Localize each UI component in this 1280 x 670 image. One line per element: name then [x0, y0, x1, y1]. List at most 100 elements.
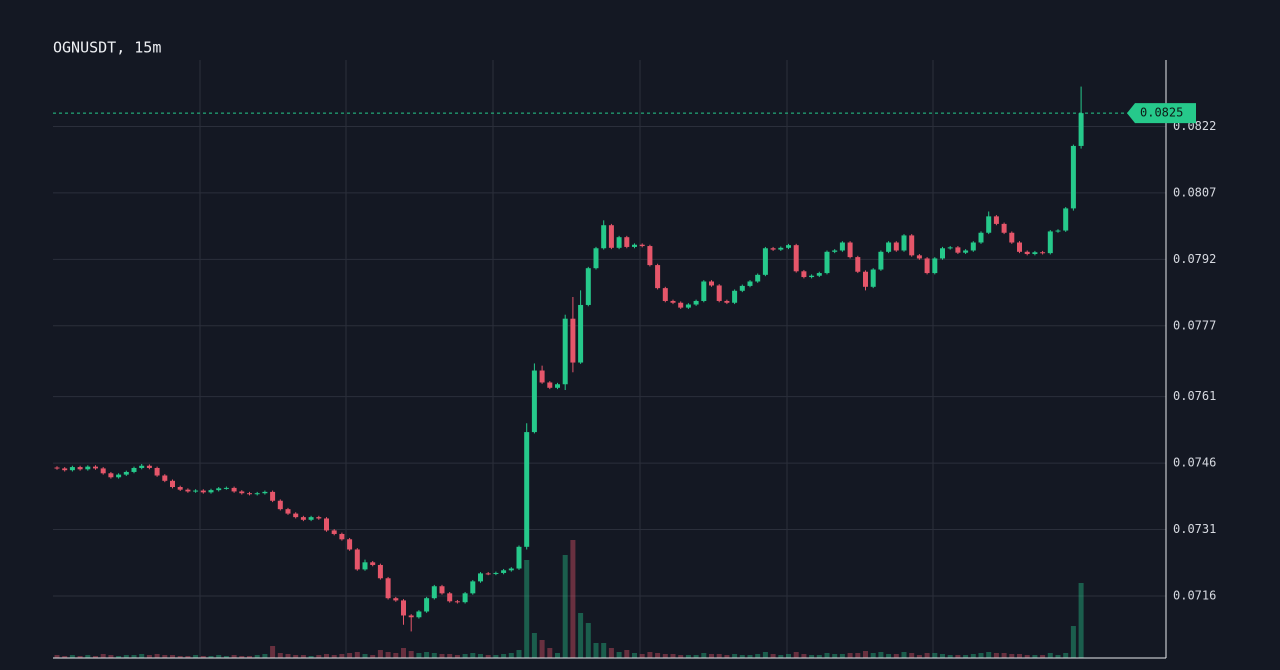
- volume-bar: [593, 643, 599, 658]
- candle-body: [732, 290, 738, 303]
- candle-body: [116, 474, 122, 478]
- volume-bar: [447, 654, 453, 658]
- candle-body: [701, 281, 707, 301]
- volume-bar: [809, 655, 815, 658]
- volume-bar: [454, 655, 460, 658]
- volume-bar: [1024, 655, 1030, 658]
- candle-body: [347, 539, 353, 550]
- candle-body: [1078, 113, 1084, 146]
- candle-body: [254, 493, 260, 495]
- volume-bar: [924, 653, 930, 658]
- candle-body: [539, 370, 545, 383]
- volume-bar: [693, 655, 699, 658]
- candle-body: [162, 475, 168, 481]
- volume-bar: [562, 555, 568, 658]
- candle-body: [285, 509, 291, 514]
- volume-bar: [878, 652, 884, 658]
- volume-bar: [647, 652, 653, 658]
- candle-body: [893, 242, 899, 251]
- y-tick-label: 0.0716: [1173, 588, 1216, 602]
- volume-bar: [54, 655, 60, 658]
- candle-body: [193, 490, 199, 492]
- volume-bar: [62, 656, 68, 658]
- volume-bar: [524, 560, 530, 658]
- candle-body: [993, 216, 999, 224]
- candle-body: [639, 244, 645, 247]
- volume-bar: [208, 656, 214, 658]
- candle-body: [832, 250, 838, 252]
- volume-bar: [293, 655, 299, 658]
- candle-body: [316, 517, 322, 519]
- candle-body: [339, 533, 345, 540]
- y-tick-label: 0.0807: [1173, 185, 1216, 199]
- candle-body: [208, 490, 214, 493]
- candle-body: [632, 244, 637, 247]
- volume-bar: [732, 654, 738, 658]
- volume-bar: [408, 651, 414, 658]
- volume-bar: [362, 654, 368, 658]
- volume-bar: [1070, 626, 1076, 658]
- candle-body: [1001, 223, 1007, 233]
- volume-bar: [955, 655, 961, 658]
- candle-body: [578, 304, 584, 363]
- volume-bar: [570, 540, 576, 658]
- volume-bar: [516, 650, 522, 658]
- candle-body: [1047, 231, 1053, 254]
- candle-body: [262, 491, 268, 494]
- candle-body: [770, 248, 776, 250]
- volume-bar: [909, 653, 915, 658]
- volume-bar: [970, 654, 976, 658]
- candle-body: [570, 318, 576, 363]
- candle-body: [454, 601, 460, 603]
- candle-body: [154, 467, 160, 476]
- volume-bar: [555, 653, 560, 658]
- volume-bar: [123, 655, 129, 658]
- candle-body: [501, 570, 507, 573]
- candle-body: [940, 248, 945, 259]
- chart-title: OGNUSDT, 15m: [53, 39, 161, 57]
- last-price-tag: [1127, 103, 1196, 124]
- volume-bar: [839, 654, 845, 658]
- volume-bar: [547, 648, 553, 658]
- volume-bar: [370, 655, 376, 658]
- volume-bar: [1017, 654, 1022, 658]
- candle-body: [932, 258, 938, 274]
- volume-bar: [185, 656, 191, 658]
- candle-body: [1070, 145, 1076, 209]
- candle-body: [970, 242, 976, 251]
- candle-body: [478, 573, 483, 582]
- candle-body: [146, 465, 152, 468]
- candle-body: [670, 300, 676, 303]
- volume-bar: [377, 650, 383, 658]
- candle-body: [839, 242, 845, 251]
- volume-bar: [431, 653, 437, 658]
- volume-bar: [170, 655, 175, 658]
- volume-bar: [1055, 655, 1061, 658]
- candle-body: [909, 235, 915, 256]
- volume-bar: [624, 650, 630, 658]
- candle-body: [793, 245, 799, 272]
- candle-body: [824, 251, 830, 274]
- volume-bar: [747, 655, 753, 658]
- candle-body: [1063, 208, 1069, 231]
- volume-bar: [616, 652, 622, 658]
- y-tick-label: 0.0731: [1173, 522, 1216, 536]
- volume-bar: [154, 654, 160, 658]
- candle-body: [947, 247, 953, 249]
- candle-body: [847, 242, 853, 258]
- volume-bar: [816, 655, 822, 658]
- candle-body: [1040, 252, 1046, 254]
- volume-bar: [993, 653, 999, 658]
- candle-body: [870, 269, 876, 287]
- candle-body: [62, 468, 68, 471]
- volume-bar: [239, 656, 245, 658]
- volume-bar: [1032, 655, 1038, 658]
- candle-body: [247, 493, 252, 495]
- volume-bar: [1063, 653, 1069, 658]
- volume-bar: [655, 653, 661, 658]
- volume-bar: [270, 646, 276, 658]
- candle-body: [601, 225, 607, 249]
- candle-body: [585, 268, 591, 305]
- candle-body: [547, 382, 553, 388]
